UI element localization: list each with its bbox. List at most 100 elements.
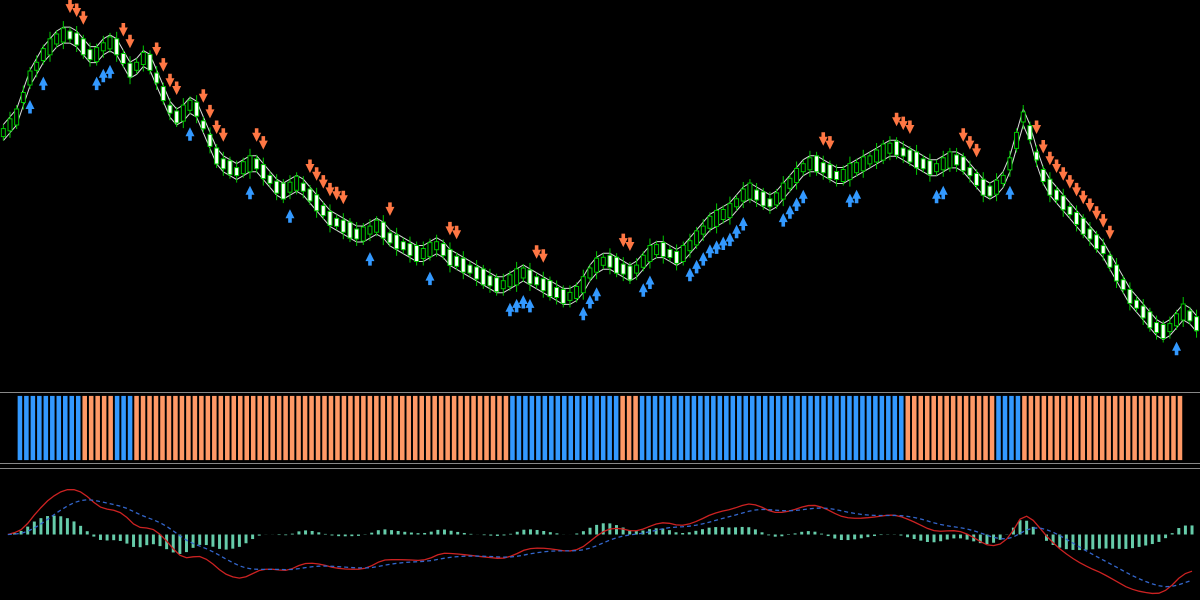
- candle-body: [1041, 170, 1045, 182]
- candle-body: [148, 54, 152, 70]
- macd-hist-bar: [198, 535, 201, 545]
- trend-bar: [705, 396, 710, 460]
- candle-body: [808, 158, 812, 170]
- candle-body: [448, 249, 452, 265]
- macd-hist-bar: [880, 535, 883, 536]
- candle-body: [381, 222, 385, 238]
- trend-bar: [828, 396, 833, 460]
- trend-bar: [607, 396, 612, 460]
- candle-body: [188, 100, 192, 110]
- trend-bar: [977, 396, 982, 460]
- sell-arrow-icon: [252, 128, 261, 142]
- macd-hist-bar: [73, 521, 76, 534]
- trend-bar: [257, 396, 262, 460]
- macd-hist-bar: [1184, 526, 1187, 535]
- trend-bar: [115, 396, 120, 460]
- macd-hist-bar: [139, 535, 142, 548]
- macd-hist-bar: [152, 535, 155, 545]
- trend-bar: [731, 396, 736, 460]
- macd-hist-bar: [1118, 535, 1121, 549]
- buy-arrow-icon: [425, 272, 434, 286]
- trend-bar: [497, 396, 502, 460]
- macd-hist-bar: [992, 535, 995, 543]
- macd-hist-bar: [840, 535, 843, 541]
- candle-body: [675, 251, 679, 263]
- candle-body: [15, 109, 19, 125]
- trend-bar: [750, 396, 755, 460]
- candle-body: [981, 179, 985, 195]
- candle-body: [595, 258, 599, 272]
- macd-hist-bar: [350, 535, 353, 537]
- macd-hist-bar: [456, 532, 459, 535]
- macd-hist-bar: [919, 535, 922, 541]
- trend-bar: [808, 396, 813, 460]
- macd-hist-bar: [403, 532, 406, 535]
- macd-hist-bar: [813, 532, 816, 535]
- candle-body: [861, 157, 865, 171]
- candle-body: [1021, 112, 1025, 122]
- candle-body: [201, 121, 205, 129]
- trend-bar: [76, 396, 81, 460]
- trend-bar: [173, 396, 178, 460]
- trend-bar: [478, 396, 483, 460]
- trend-bar: [1178, 396, 1183, 460]
- macd-hist-bar: [906, 535, 909, 538]
- candle-body: [41, 49, 45, 61]
- trend-bar: [679, 396, 684, 460]
- trend-bar: [232, 396, 237, 460]
- sell-arrow-icon: [159, 58, 168, 72]
- candle-body: [515, 269, 519, 285]
- macd-hist-bar: [132, 535, 135, 547]
- sell-arrow-icon: [119, 23, 128, 37]
- trend-bar: [834, 396, 839, 460]
- candle-body: [1175, 314, 1179, 326]
- trend-bar: [1035, 396, 1040, 460]
- candle-body: [1121, 280, 1125, 290]
- sell-arrow-icon: [1059, 167, 1068, 181]
- candle-body: [848, 164, 852, 180]
- macd-hist-bar: [317, 532, 320, 534]
- candle-body: [788, 178, 792, 188]
- macd-hist-bar: [754, 529, 757, 534]
- trend-bar: [277, 396, 282, 460]
- trend-bar: [458, 396, 463, 460]
- macd-hist-bar: [483, 535, 486, 536]
- candle-body: [248, 156, 252, 172]
- buy-arrow-icon: [579, 307, 588, 321]
- trend-bg: [17, 393, 1184, 463]
- trend-bar: [108, 396, 113, 460]
- trend-bar: [381, 396, 386, 460]
- trend-bar: [1152, 396, 1157, 460]
- macd-hist-bar: [853, 535, 856, 540]
- sell-arrow-icon: [152, 43, 161, 57]
- trend-bar: [1042, 396, 1047, 460]
- macd-hist-bar: [952, 535, 955, 539]
- trend-bar: [886, 396, 891, 460]
- trend-bar: [452, 396, 457, 460]
- macd-hist-bar: [1111, 535, 1114, 549]
- candle-body: [281, 183, 285, 199]
- price-chart[interactable]: [0, 0, 1200, 390]
- buy-arrow-icon: [685, 268, 694, 282]
- trend-bar: [180, 396, 185, 460]
- trend-bar: [756, 396, 761, 460]
- macd-hist-bar: [529, 529, 532, 534]
- candle-body: [161, 87, 165, 101]
- trend-bar: [212, 396, 217, 460]
- buy-arrow-icon: [525, 299, 534, 313]
- trend-bar: [957, 396, 962, 460]
- macd-hist-bar: [1151, 535, 1154, 545]
- candle-body: [975, 173, 979, 185]
- macd-hist-bar: [397, 531, 400, 535]
- trend-bar: [821, 396, 826, 460]
- candle-body: [388, 233, 392, 243]
- candle-body: [588, 268, 592, 278]
- trend-bar: [951, 396, 956, 460]
- candle-body: [1128, 289, 1132, 303]
- candle-body: [468, 265, 472, 273]
- trend-bar: [510, 396, 515, 460]
- candle-body: [688, 241, 692, 251]
- macd-hist-bar: [675, 532, 678, 534]
- candle-body: [681, 246, 685, 262]
- buy-arrow-icon: [505, 303, 514, 317]
